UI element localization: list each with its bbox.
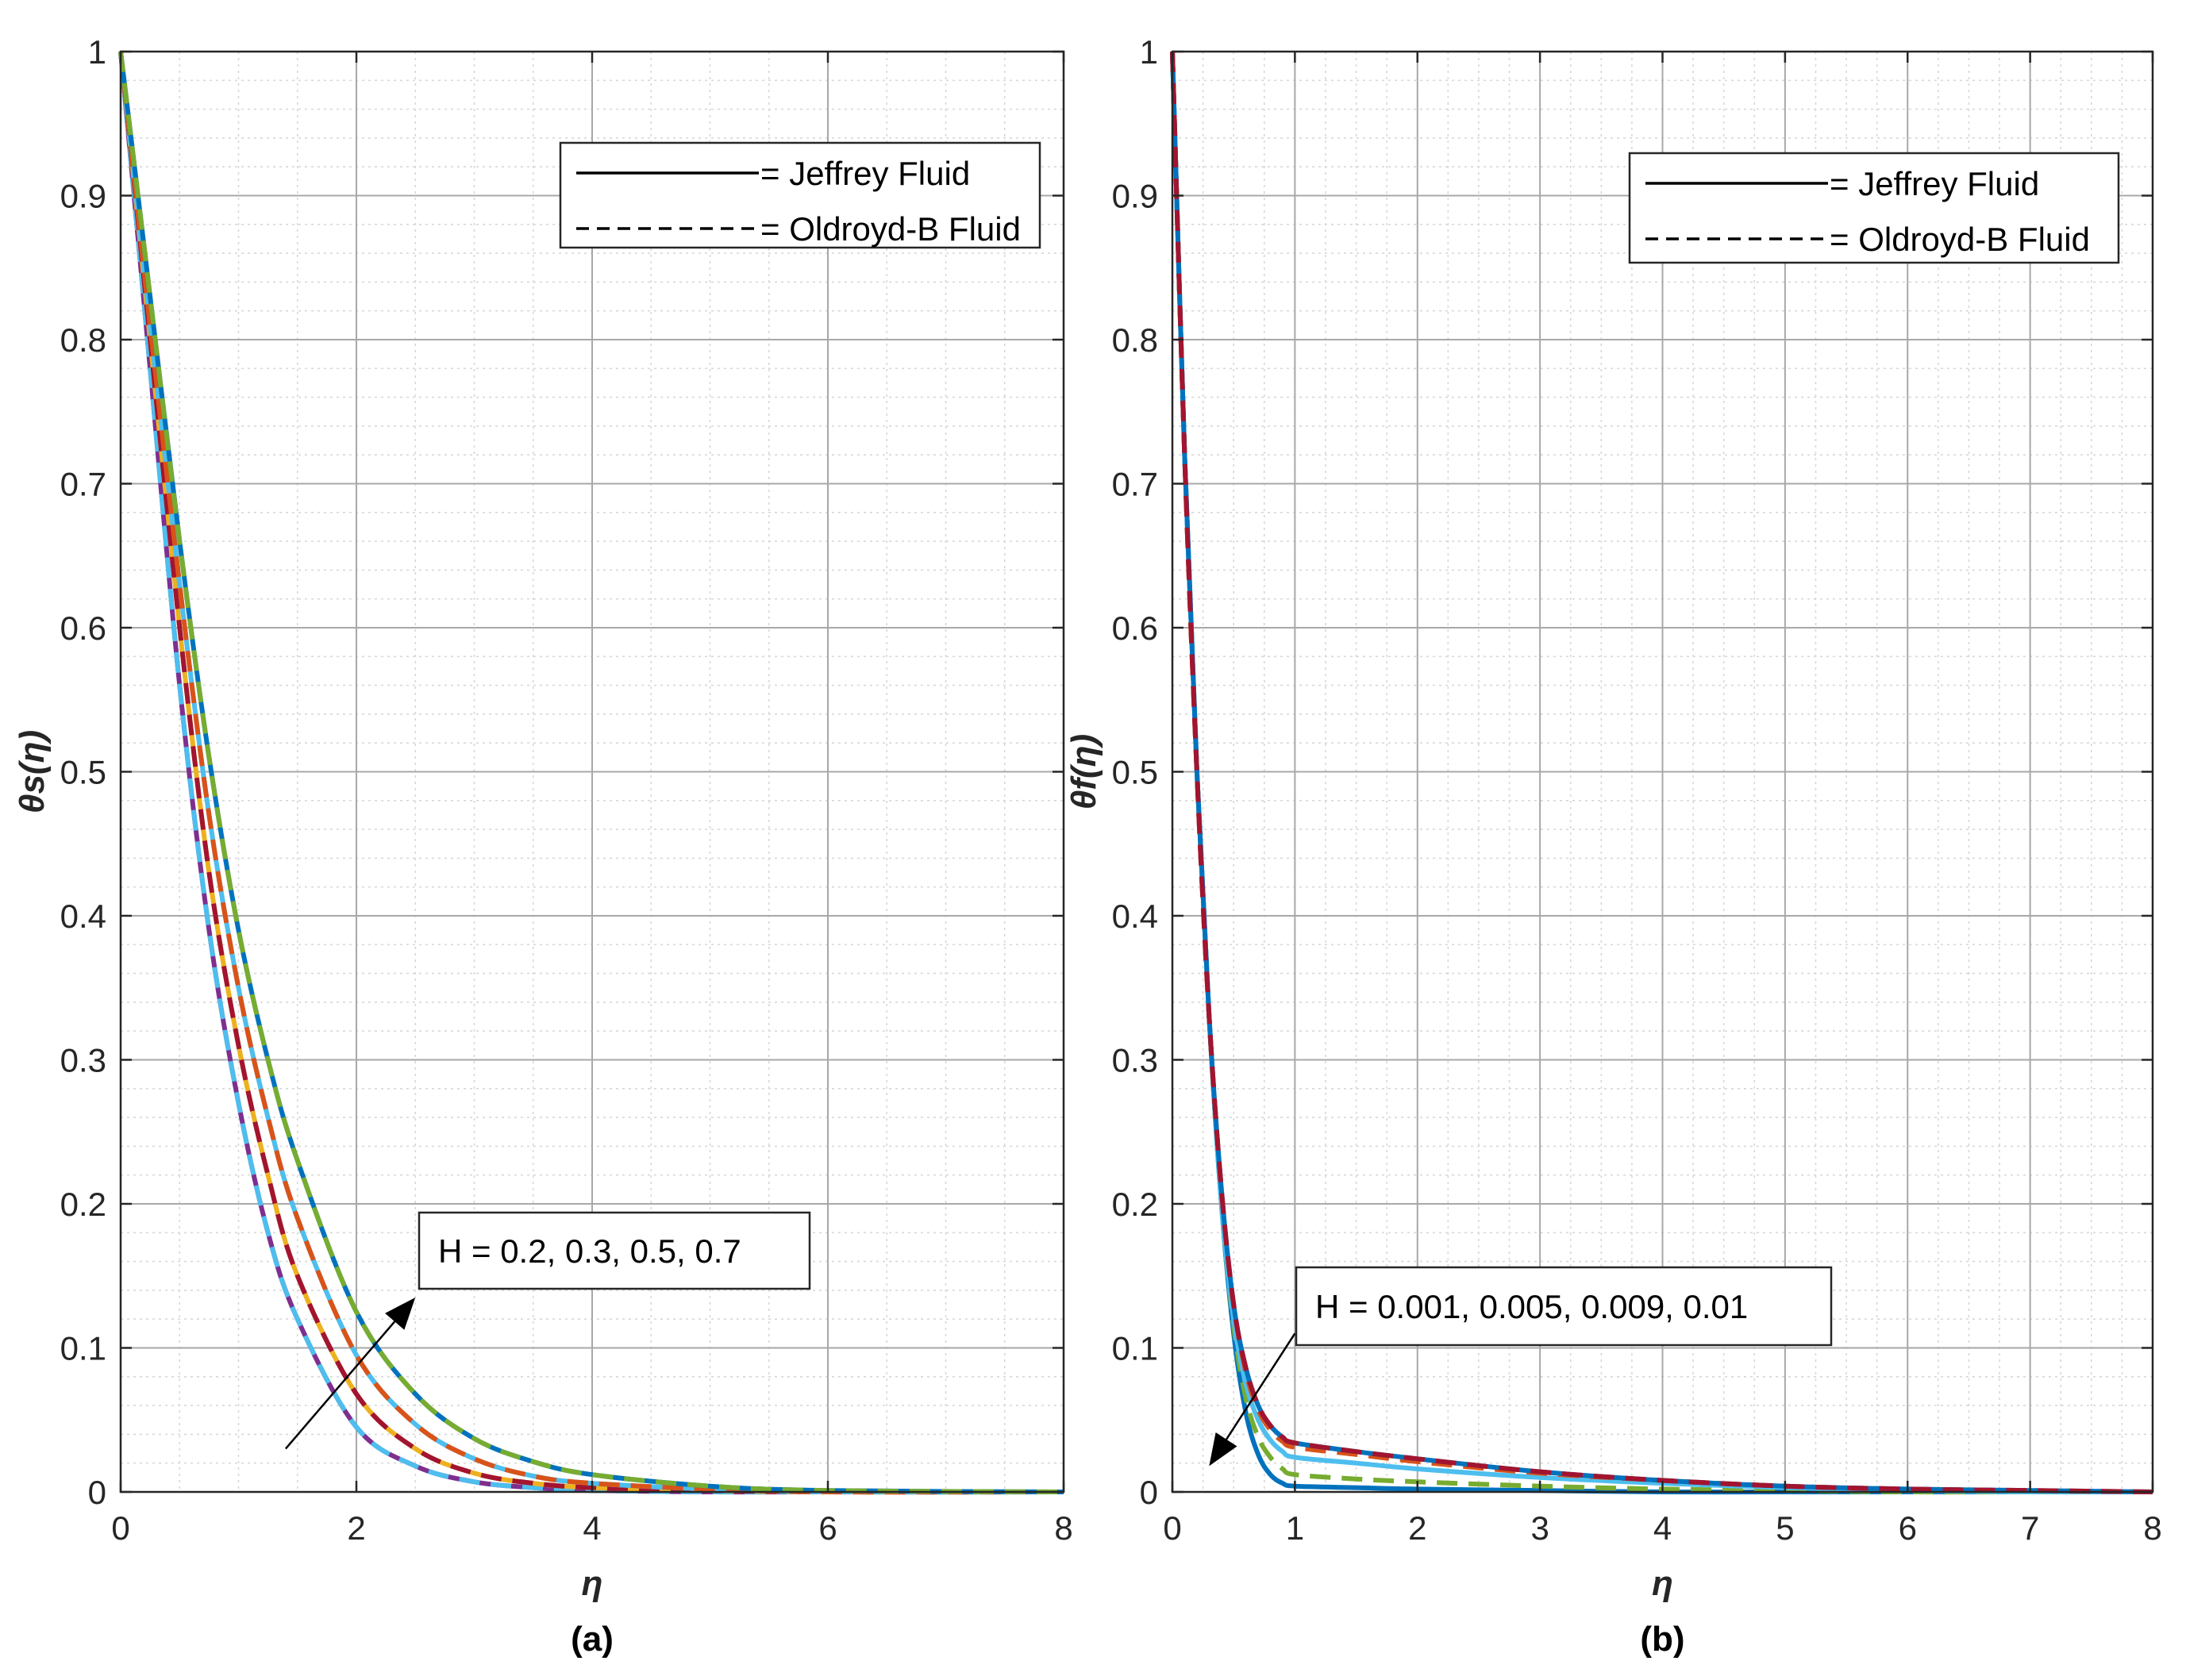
- y-tick-label: 0.6: [60, 609, 106, 647]
- x-tick-label: 4: [583, 1509, 601, 1547]
- x-tick-label: 7: [2021, 1509, 2039, 1547]
- y-axis-label: θf(η): [1064, 734, 1103, 809]
- legend-entry-label: = Oldroyd-B Fluid: [760, 210, 1021, 248]
- annotation-text: H = 0.001, 0.005, 0.009, 0.01: [1315, 1288, 1748, 1325]
- annotation: H = 0.001, 0.005, 0.009, 0.01: [1295, 1266, 1833, 1347]
- x-tick-label: 4: [1653, 1509, 1672, 1547]
- y-tick-label: 0.3: [60, 1042, 106, 1079]
- annotation-box: [418, 1211, 811, 1290]
- y-tick-label: 0.4: [1112, 898, 1158, 935]
- legend: = Jeffrey Fluid = Oldroyd-B Fluid: [559, 141, 1041, 249]
- x-tick-label: 0: [111, 1509, 129, 1547]
- y-tick-label: 0: [88, 1474, 106, 1511]
- y-tick-label: 0.2: [60, 1186, 106, 1223]
- series-group: [118, 51, 1064, 1495]
- arrow-head: [385, 1297, 416, 1330]
- y-tick-label: 0.7: [60, 466, 106, 503]
- tick-marks: [119, 50, 1065, 1494]
- series-line-8: [118, 51, 1064, 1494]
- panel-a: 0 2 4 6 8 0 0.1 0.2 0.3 0.4 0.5 0.6 0.7 0.8 0.9 1 η θs(η)…: [13, 33, 1073, 1659]
- y-tick-label: 0.5: [60, 754, 106, 791]
- arrow-head: [1209, 1432, 1237, 1467]
- legend-box: [1628, 152, 2120, 264]
- annotation: H = 0.2, 0.3, 0.5, 0.7: [418, 1211, 811, 1290]
- x-tick-label: 0: [1163, 1509, 1181, 1547]
- y-tick-label: 0.4: [60, 898, 106, 935]
- series-line-2: [118, 51, 1064, 1495]
- panel-b: 0 1 2 3 4 5 6 7 8 0 0.1 0.2 0.3 0.4 0.5 0.6 0.7 0.8 0.9 1 η θ…: [1064, 33, 2162, 1659]
- series-line-6: [118, 51, 1064, 1495]
- y-axis-label: θs(η): [13, 730, 52, 813]
- y-tick-label: 0.7: [1112, 466, 1158, 503]
- y-tick-label: 1: [1140, 33, 1158, 71]
- y-tick-label: 1: [88, 33, 106, 71]
- x-tick-label: 3: [1530, 1509, 1549, 1547]
- series-line-6: [1170, 51, 2153, 1494]
- annotation-arrow: [1209, 1332, 1296, 1467]
- annotation-box: [1295, 1266, 1833, 1347]
- series-line-2: [1170, 51, 2153, 1495]
- annotation-arrow: [284, 1297, 416, 1450]
- x-tick-label: 5: [1776, 1509, 1794, 1547]
- tick-marks: [1171, 50, 2154, 1494]
- series-line-4: [118, 51, 1064, 1495]
- arrow-shaft: [284, 1321, 396, 1450]
- x-tick-label: 8: [2143, 1509, 2161, 1547]
- annotation-text: H = 0.2, 0.3, 0.5, 0.7: [438, 1232, 741, 1270]
- panel-label: (b): [1640, 1620, 1684, 1659]
- y-tick-label: 0: [1140, 1474, 1158, 1511]
- x-tick-label: 1: [1286, 1509, 1304, 1547]
- y-tick-label: 0.8: [60, 321, 106, 359]
- x-tick-label: 8: [1054, 1509, 1072, 1547]
- legend: = Jeffrey Fluid = Oldroyd-B Fluid: [1628, 152, 2120, 264]
- y-tick-label: 0.2: [1112, 1186, 1158, 1223]
- arrow-shaft: [1225, 1332, 1296, 1440]
- x-tick-label: 2: [1408, 1509, 1426, 1547]
- panel-label: (a): [571, 1620, 614, 1659]
- y-tick-label: 0.8: [1112, 321, 1158, 359]
- y-tick-label: 0.1: [60, 1330, 106, 1367]
- y-tick-label: 0.1: [1112, 1330, 1158, 1367]
- x-axis-label: η: [582, 1564, 603, 1603]
- legend-entry-label: = Oldroyd-B Fluid: [1830, 221, 2090, 258]
- y-tick-label: 0.3: [1112, 1042, 1158, 1079]
- legend-box: [559, 141, 1041, 249]
- legend-entry-label: = Jeffrey Fluid: [760, 155, 970, 192]
- x-tick-label: 2: [347, 1509, 365, 1547]
- y-tick-label: 0.9: [1112, 178, 1158, 215]
- legend-entry-label: = Jeffrey Fluid: [1830, 165, 2039, 202]
- x-tick-label: 6: [818, 1509, 837, 1547]
- x-tick-label: 6: [1899, 1509, 1917, 1547]
- y-tick-label: 0.5: [1112, 754, 1158, 791]
- y-tick-label: 0.6: [1112, 609, 1158, 647]
- y-tick-label: 0.9: [60, 178, 106, 215]
- x-axis-label: η: [1652, 1564, 1673, 1603]
